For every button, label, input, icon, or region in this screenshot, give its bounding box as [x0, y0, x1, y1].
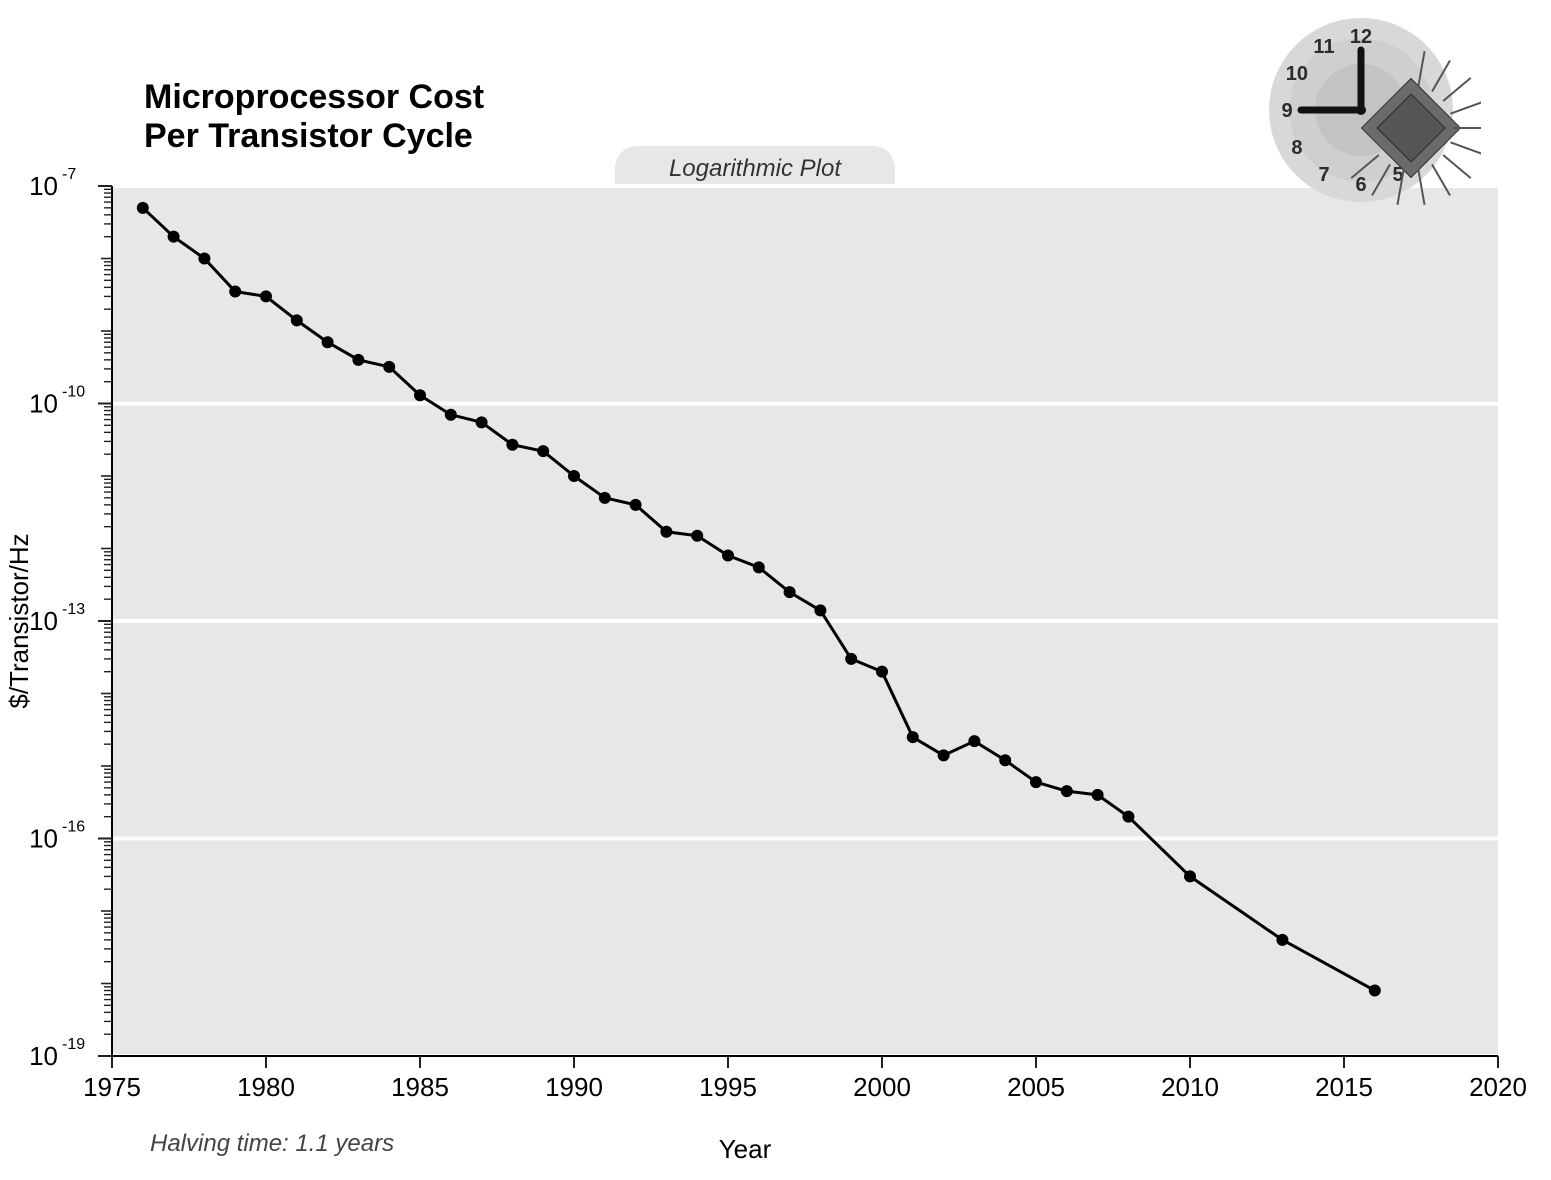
- svg-text:2020: 2020: [1469, 1072, 1527, 1102]
- data-point: [1122, 811, 1134, 823]
- data-point: [229, 286, 241, 298]
- svg-text:1990: 1990: [545, 1072, 603, 1102]
- data-point: [1092, 789, 1104, 801]
- data-point: [907, 731, 919, 743]
- svg-text:1985: 1985: [391, 1072, 449, 1102]
- data-point: [198, 253, 210, 265]
- svg-text:-19: -19: [62, 1036, 85, 1053]
- data-point: [1184, 870, 1196, 882]
- svg-text:10: 10: [29, 1041, 58, 1071]
- svg-text:7: 7: [1318, 164, 1329, 186]
- data-point: [168, 231, 180, 243]
- data-point: [1369, 985, 1381, 997]
- svg-text:1980: 1980: [237, 1072, 295, 1102]
- data-point: [414, 389, 426, 401]
- chart-page: Microprocessor Cost Per Transistor Cycle…: [0, 0, 1551, 1180]
- data-point: [383, 361, 395, 373]
- data-point: [999, 754, 1011, 766]
- data-point: [599, 492, 611, 504]
- data-point: [753, 561, 765, 573]
- svg-text:10: 10: [1286, 63, 1308, 85]
- svg-text:10: 10: [29, 171, 58, 201]
- svg-text:2005: 2005: [1007, 1072, 1065, 1102]
- svg-text:-7: -7: [62, 166, 76, 183]
- data-point: [691, 530, 703, 542]
- data-point: [968, 735, 980, 747]
- data-point: [660, 526, 672, 538]
- data-point: [137, 202, 149, 214]
- svg-text:-13: -13: [62, 601, 85, 618]
- data-point: [1276, 934, 1288, 946]
- svg-text:10: 10: [29, 389, 58, 419]
- svg-text:2000: 2000: [853, 1072, 911, 1102]
- y-axis-label: $/Transistor/Hz: [4, 533, 34, 708]
- data-point: [630, 499, 642, 511]
- data-point: [568, 470, 580, 482]
- svg-text:12: 12: [1350, 26, 1372, 48]
- svg-text:2015: 2015: [1315, 1072, 1373, 1102]
- svg-text:8: 8: [1291, 137, 1302, 159]
- processor-clock-icon: 456789101112: [1261, 10, 1481, 210]
- data-point: [814, 604, 826, 616]
- data-point: [1030, 776, 1042, 788]
- svg-text:1995: 1995: [699, 1072, 757, 1102]
- svg-text:10: 10: [29, 824, 58, 854]
- svg-text:-16: -16: [62, 819, 85, 836]
- svg-text:11: 11: [1313, 36, 1334, 58]
- data-point: [352, 354, 364, 366]
- data-point: [506, 439, 518, 451]
- svg-text:1975: 1975: [83, 1072, 141, 1102]
- data-point: [938, 749, 950, 761]
- footnote-halving-time: Halving time: 1.1 years: [150, 1130, 394, 1158]
- svg-text:-10: -10: [62, 384, 85, 401]
- data-point: [445, 409, 457, 421]
- data-point: [322, 336, 334, 348]
- x-axis-label: Year: [719, 1134, 772, 1164]
- data-point: [784, 586, 796, 598]
- data-point: [1061, 785, 1073, 797]
- svg-text:9: 9: [1281, 100, 1292, 122]
- data-point: [291, 314, 303, 326]
- svg-text:2010: 2010: [1161, 1072, 1219, 1102]
- data-point: [476, 416, 488, 428]
- data-point: [260, 290, 272, 302]
- data-point: [876, 666, 888, 678]
- svg-text:6: 6: [1355, 174, 1366, 196]
- data-point: [722, 550, 734, 562]
- data-point: [845, 653, 857, 665]
- data-point: [537, 445, 549, 457]
